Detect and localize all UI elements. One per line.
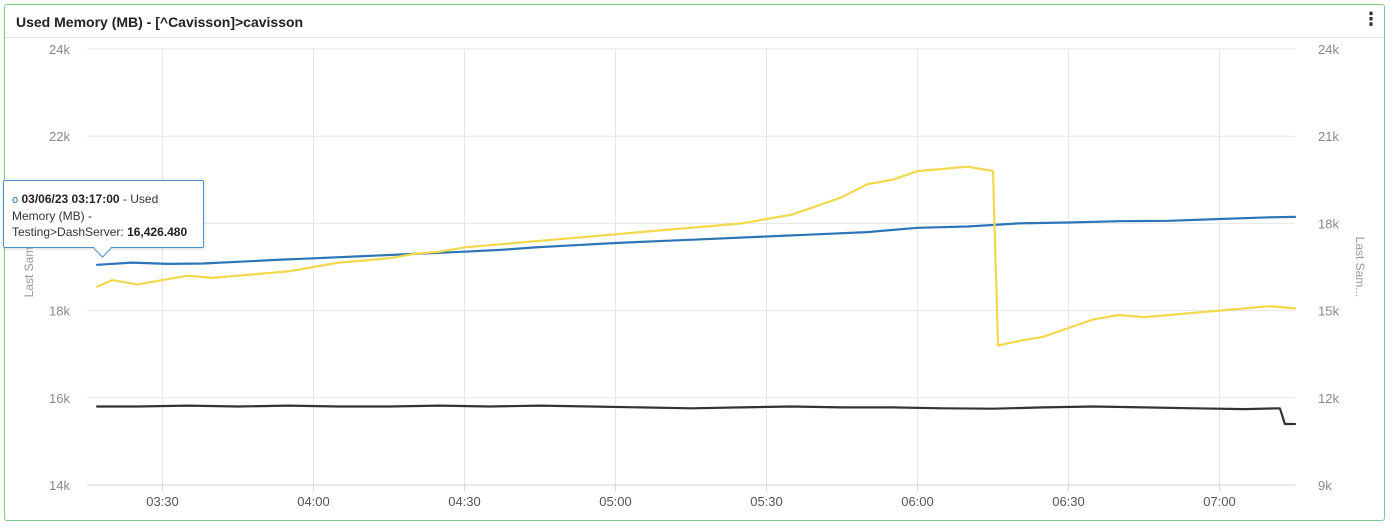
y-tick-label-right: 15k	[1318, 304, 1339, 319]
y-tick-label-right: 21k	[1318, 129, 1339, 144]
x-tick-label: 06:30	[1052, 494, 1085, 509]
tooltip-marker-icon: o	[12, 194, 19, 206]
y-tick-label-left: 18k	[49, 304, 70, 319]
chart-tooltip: o 03/06/23 03:17:00 - Used Memory (MB) -…	[3, 180, 204, 258]
tooltip-timestamp: 03/06/23 03:17:00	[21, 192, 120, 206]
x-tick-label: 04:30	[448, 494, 481, 509]
y-tick-label-right: 24k	[1318, 42, 1339, 57]
x-tick-label: 06:00	[901, 494, 934, 509]
x-tick-label: 03:30	[146, 494, 179, 509]
y-tick-label-left: 22k	[49, 129, 70, 144]
tooltip-separator: -	[119, 192, 131, 206]
series-line-3[interactable]	[96, 404, 1297, 426]
y-axis-title-left: Last Sam...	[22, 237, 36, 298]
tooltip-value: 16,426.480	[127, 225, 188, 239]
y-tick-label-left: 16k	[49, 391, 70, 406]
y-axis-title-right: Last Sam...	[1353, 237, 1367, 298]
y-tick-label-right: 12k	[1318, 391, 1339, 406]
tooltip-series-label: Used Memory (MB) - Testing>DashServer:	[12, 192, 159, 239]
panel-title: Used Memory (MB) - [^Cavisson]>cavisson	[16, 14, 304, 30]
series-line-2[interactable]	[96, 165, 1297, 347]
x-tick-label: 07:00	[1203, 494, 1236, 509]
panel-header: Used Memory (MB) - [^Cavisson]>cavisson …	[5, 5, 1384, 38]
y-tick-label-left: 24k	[49, 42, 70, 57]
y-tick-label-right: 18k	[1318, 216, 1339, 231]
x-tick-label: 05:00	[599, 494, 632, 509]
y-tick-label-right: 9k	[1318, 478, 1332, 493]
series-line-1[interactable]	[96, 215, 1297, 266]
x-tick-label: 04:00	[297, 494, 330, 509]
y-tick-label-left: 14k	[49, 478, 70, 493]
x-tick-label: 05:30	[750, 494, 783, 509]
